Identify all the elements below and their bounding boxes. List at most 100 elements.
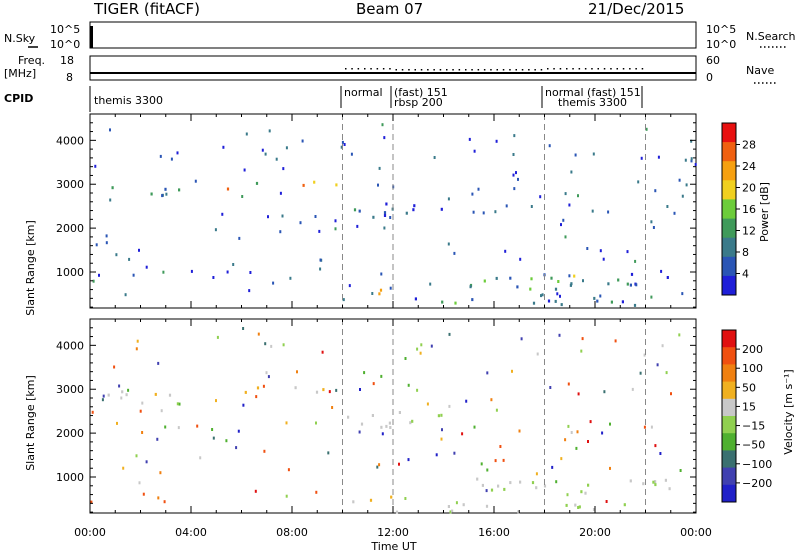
echo-cell — [666, 205, 669, 208]
nave-dot — [275, 72, 278, 74]
echo-cell — [159, 471, 162, 475]
echo-cell — [670, 392, 672, 396]
echo-cell — [249, 271, 252, 274]
echo-cell — [587, 440, 589, 443]
echo-cell — [318, 229, 321, 233]
colorbar-swatch — [722, 381, 736, 400]
echo-cell — [242, 327, 245, 330]
echo-cell — [301, 139, 304, 143]
echo-cell — [567, 382, 570, 386]
echo-cell — [212, 436, 215, 440]
echo-cell — [398, 411, 401, 414]
nave-dot — [168, 72, 170, 74]
echo-cell — [369, 498, 373, 502]
nave-dot — [326, 72, 328, 74]
echo-cell — [602, 257, 605, 261]
echo-cell — [214, 228, 217, 232]
nave-dot — [490, 69, 492, 71]
nave-dot — [395, 69, 397, 71]
echo-cell — [178, 402, 181, 406]
echo-cell — [138, 248, 140, 252]
echo-cell — [666, 276, 669, 279]
echo-cell — [515, 171, 517, 175]
cpid-strip: CPID themis 3300 normal (fast) 151 rbsp … — [4, 86, 643, 112]
echo-cell — [343, 143, 346, 146]
echo-cell — [564, 192, 567, 196]
echo-cell — [395, 510, 399, 514]
echo-cell — [519, 480, 522, 484]
echo-cell — [194, 179, 197, 183]
nave-dot — [610, 68, 612, 70]
nsky-label: N.Sky — [4, 32, 36, 45]
echo-cell — [118, 384, 121, 388]
echo-cell — [243, 168, 246, 172]
echo-cell — [645, 127, 648, 131]
echo-cell — [490, 488, 494, 492]
colorbar-tick-label: 20 — [742, 182, 756, 195]
echo-cell — [448, 404, 451, 408]
nave-dot — [540, 69, 543, 71]
echo-cell — [494, 210, 497, 214]
echo-cell — [617, 278, 620, 282]
velocity-colorbar: 200 100 50 15 −15 −50 −100 −200 — [721, 329, 772, 503]
cpid-rbsp: rbsp 200 — [394, 96, 443, 109]
echo-cell — [513, 187, 516, 191]
echo-cell — [264, 152, 267, 156]
echo-cell — [678, 333, 681, 337]
nave-dot — [231, 72, 233, 74]
echo-cell — [690, 159, 693, 163]
echo-cell — [385, 202, 388, 206]
echo-cell — [416, 347, 419, 351]
echo-cell — [232, 263, 235, 266]
echo-cell — [380, 374, 383, 378]
echo-cell — [480, 462, 483, 466]
colorbar-tick-label: 100 — [742, 362, 763, 375]
x-tick-5: 20:00 — [579, 526, 611, 539]
echo-cell — [398, 462, 400, 466]
nave-dot — [578, 68, 581, 70]
echo-cell — [168, 393, 172, 397]
echo-cell — [654, 444, 657, 448]
echo-cell — [372, 215, 375, 219]
echo-cell — [440, 437, 443, 441]
echo-cell — [363, 371, 366, 375]
colorbar-tick-label: −15 — [742, 420, 765, 433]
echo-cell — [335, 388, 338, 392]
echo-cell — [453, 451, 456, 455]
nsky-left-tick-bottom: 10^0 — [50, 38, 80, 51]
echo-cell — [437, 414, 440, 418]
echo-cell — [359, 388, 361, 391]
echo-cell — [468, 137, 471, 141]
echo-cell — [504, 249, 507, 253]
echo-cell — [426, 402, 429, 406]
echo-cell — [299, 221, 302, 225]
y-tick-label: 1000 — [56, 471, 84, 484]
echo-cell — [629, 283, 632, 287]
colorbar-tick-label: −50 — [742, 439, 765, 452]
nave-dot — [307, 72, 309, 74]
echo-cell — [315, 390, 319, 394]
echo-cell — [340, 145, 343, 149]
echo-cell — [469, 285, 472, 289]
nave-dot — [351, 68, 353, 70]
cpid-themis-2: themis 3300 — [558, 96, 627, 109]
echo-cell — [244, 390, 247, 394]
nave-dot — [477, 69, 480, 71]
echo-cell — [566, 493, 569, 497]
nave-dot — [136, 72, 139, 74]
echo-cell — [222, 145, 225, 149]
echo-cell — [596, 299, 599, 303]
nave-dot — [92, 72, 94, 74]
echo-cell — [405, 211, 408, 215]
echo-cell — [607, 210, 610, 214]
echo-cell — [685, 183, 688, 187]
echo-cell — [270, 344, 273, 348]
echo-cell — [441, 300, 444, 304]
echo-cell — [540, 294, 542, 298]
echo-cell — [531, 481, 535, 485]
nave-dot — [648, 72, 650, 74]
nave-dot — [256, 72, 259, 74]
power-panel: 1000 2000 3000 4000 — [56, 113, 697, 309]
nave-dot — [332, 72, 334, 74]
echo-cell — [141, 431, 144, 434]
